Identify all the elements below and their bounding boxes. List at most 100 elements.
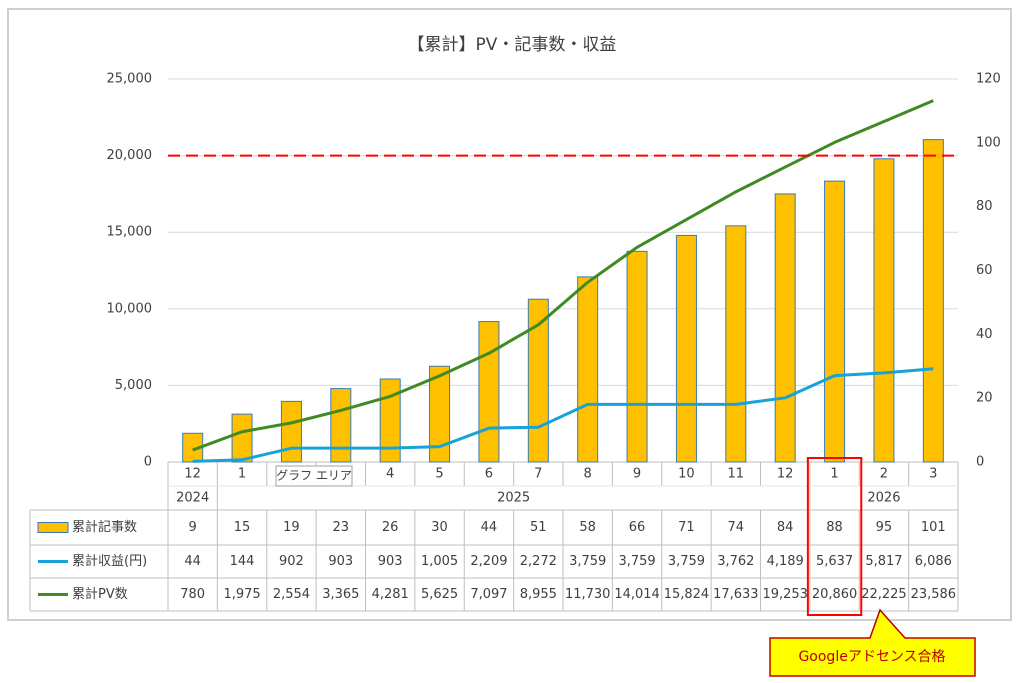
table-cell: 903 xyxy=(378,554,403,569)
chart-title: 【累計】PV・記事数・収益 xyxy=(408,35,617,55)
x-tick-label: 10 xyxy=(678,467,695,482)
table-cell: 2,209 xyxy=(470,554,507,569)
table-cell: 19 xyxy=(283,520,300,535)
year-label: 2024 xyxy=(176,491,209,506)
line xyxy=(192,367,934,463)
x-tick-label: 8 xyxy=(584,467,592,482)
table-cell: 5,625 xyxy=(421,587,458,602)
table-cell: 101 xyxy=(921,520,946,535)
table-cell: 19,253 xyxy=(762,587,808,602)
table-cell: 20,860 xyxy=(812,587,858,602)
year-label: 2026 xyxy=(867,491,900,506)
table-cell: 4,189 xyxy=(767,554,804,569)
tooltip-box xyxy=(275,465,353,487)
bar xyxy=(379,378,401,463)
table-cell: 23 xyxy=(333,520,350,535)
x-tick-label: 1 xyxy=(238,467,246,482)
y2-tick-label: 60 xyxy=(976,263,993,278)
table-cell: 11,730 xyxy=(565,587,611,602)
y2-tick-label: 40 xyxy=(976,327,993,342)
bar xyxy=(527,298,549,463)
x-tick-label: 1 xyxy=(830,467,838,482)
callout-box xyxy=(769,608,976,677)
table-cell: 22,225 xyxy=(861,587,907,602)
y2-tick-label: 0 xyxy=(976,455,984,470)
y-tick-label: 25,000 xyxy=(107,72,153,87)
x-tick-label: 4 xyxy=(386,467,394,482)
legend-key xyxy=(37,522,69,533)
table-cell: 7,097 xyxy=(470,587,507,602)
table-cell: 3,759 xyxy=(668,554,705,569)
table-cell: 17,633 xyxy=(713,587,759,602)
callout-text: Googleアドセンス合格 xyxy=(798,649,945,665)
table-cell: 3,365 xyxy=(322,587,359,602)
table-cell: 780 xyxy=(180,587,205,602)
table-cell: 14,014 xyxy=(614,587,660,602)
x-tick-label: 5 xyxy=(435,467,443,482)
bar xyxy=(330,388,352,463)
bar xyxy=(675,234,697,463)
bar xyxy=(429,365,451,463)
table-cell: 2,554 xyxy=(273,587,310,602)
table-cell: 23,586 xyxy=(911,587,957,602)
legend-label: 累計記事数 xyxy=(72,519,137,535)
bar xyxy=(873,158,895,463)
x-tick-label: 12 xyxy=(777,467,794,482)
bar xyxy=(280,400,302,463)
bar xyxy=(922,139,944,463)
table-cell: 15 xyxy=(234,520,251,535)
y-tick-label: 0 xyxy=(144,455,152,470)
table-cell: 1,005 xyxy=(421,554,458,569)
y-tick-label: 15,000 xyxy=(107,225,153,240)
bar xyxy=(824,180,846,463)
legend-label: 累計収益(円) xyxy=(72,553,147,569)
table-cell: 71 xyxy=(678,520,695,535)
bar xyxy=(725,225,747,463)
table-cell: 26 xyxy=(382,520,399,535)
y2-tick-label: 80 xyxy=(976,199,993,214)
table-cell: 144 xyxy=(230,554,255,569)
table-cell: 30 xyxy=(431,520,448,535)
table-cell: 44 xyxy=(481,520,498,535)
x-tick-label: 7 xyxy=(534,467,542,482)
bar xyxy=(774,193,796,463)
table-cell: 84 xyxy=(777,520,794,535)
table-cell: 66 xyxy=(629,520,646,535)
y2-tick-label: 120 xyxy=(976,72,1001,87)
y-tick-label: 10,000 xyxy=(107,301,153,316)
bar xyxy=(577,276,599,463)
bar xyxy=(478,321,500,463)
x-tick-label: 2 xyxy=(880,467,888,482)
table-cell: 5,817 xyxy=(865,554,902,569)
x-tick-label: 11 xyxy=(728,467,745,482)
y-tick-label: 20,000 xyxy=(107,148,153,163)
bar xyxy=(231,413,253,463)
table-cell: 44 xyxy=(184,554,201,569)
table-cell: 58 xyxy=(579,520,596,535)
table-cell: 3,759 xyxy=(569,554,606,569)
x-tick-label: 9 xyxy=(633,467,641,482)
x-tick-label: 6 xyxy=(485,467,493,482)
table-cell: 2,272 xyxy=(520,554,557,569)
table-cell: 15,824 xyxy=(664,587,710,602)
table-cell: 88 xyxy=(826,520,843,535)
table-cell: 95 xyxy=(876,520,893,535)
y2-tick-label: 20 xyxy=(976,391,993,406)
table-cell: 1,975 xyxy=(223,587,260,602)
table-cell: 51 xyxy=(530,520,547,535)
table-cell: 3,759 xyxy=(618,554,655,569)
x-tick-label: 3 xyxy=(929,467,937,482)
legend-label: 累計PV数 xyxy=(72,586,128,602)
bar xyxy=(626,250,648,463)
highlight-box xyxy=(806,457,863,616)
table-cell: 3,762 xyxy=(717,554,754,569)
table-cell: 902 xyxy=(279,554,304,569)
x-tick-label: 12 xyxy=(184,467,201,482)
year-label: 2025 xyxy=(497,491,530,506)
table-cell: 8,955 xyxy=(520,587,557,602)
y2-tick-label: 100 xyxy=(976,135,1001,150)
table-cell: 4,281 xyxy=(372,587,409,602)
table-cell: 903 xyxy=(328,554,353,569)
